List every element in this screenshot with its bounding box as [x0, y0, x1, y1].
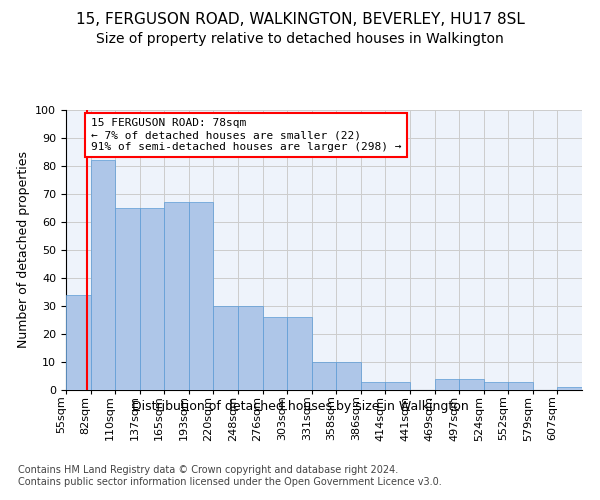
Bar: [140, 208, 164, 390]
Text: 15 FERGUSON ROAD: 78sqm
← 7% of detached houses are smaller (22)
91% of semi-det: 15 FERGUSON ROAD: 78sqm ← 7% of detached…: [91, 118, 401, 152]
Text: Distribution of detached houses by size in Walkington: Distribution of detached houses by size …: [131, 400, 469, 413]
Text: Size of property relative to detached houses in Walkington: Size of property relative to detached ho…: [96, 32, 504, 46]
Bar: [214, 306, 238, 390]
Bar: [557, 387, 582, 390]
Text: Contains HM Land Registry data © Crown copyright and database right 2024.
Contai: Contains HM Land Registry data © Crown c…: [18, 465, 442, 486]
Bar: [361, 382, 385, 390]
Y-axis label: Number of detached properties: Number of detached properties: [17, 152, 30, 348]
Bar: [66, 295, 91, 390]
Bar: [238, 306, 263, 390]
Bar: [312, 362, 336, 390]
Bar: [91, 160, 115, 390]
Bar: [508, 382, 533, 390]
Bar: [115, 208, 140, 390]
Bar: [336, 362, 361, 390]
Bar: [263, 317, 287, 390]
Bar: [164, 202, 189, 390]
Bar: [484, 382, 508, 390]
Bar: [189, 202, 214, 390]
Bar: [287, 317, 312, 390]
Bar: [434, 379, 459, 390]
Bar: [459, 379, 484, 390]
Bar: [385, 382, 410, 390]
Text: 15, FERGUSON ROAD, WALKINGTON, BEVERLEY, HU17 8SL: 15, FERGUSON ROAD, WALKINGTON, BEVERLEY,…: [76, 12, 524, 28]
